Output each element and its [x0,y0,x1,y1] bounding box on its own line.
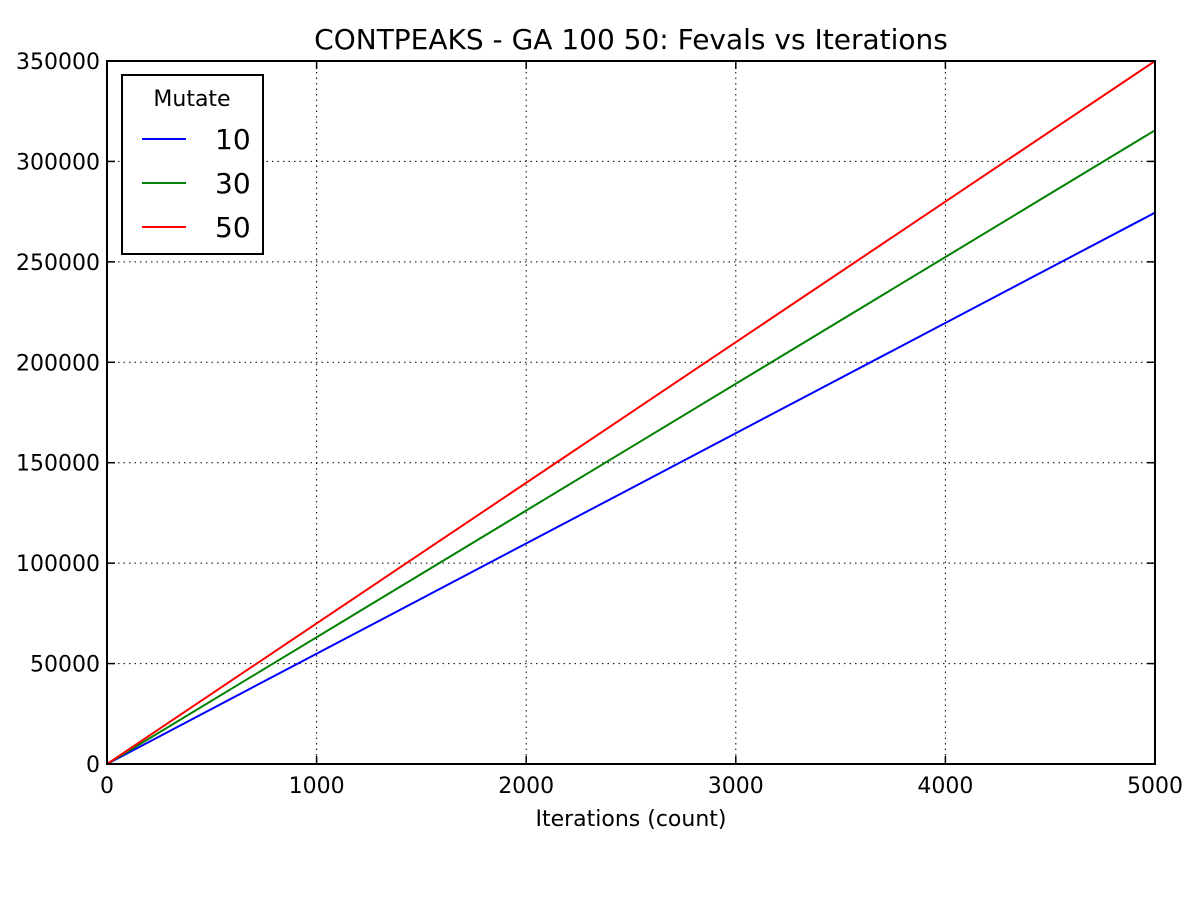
y-tick-label: 150000 [16,452,100,477]
y-tick-label: 200000 [16,351,100,376]
chart-title: CONTPEAKS - GA 100 50: Fevals vs Iterati… [314,23,948,56]
x-tick-label: 0 [100,774,114,799]
legend-items: 10 30 50 [142,123,251,244]
y-tick-label: 350000 [16,50,100,75]
series-lines [106,60,1156,765]
x-tick-label: 1000 [289,774,345,799]
x-tick-label: 4000 [917,774,973,799]
y-tick-label: 50000 [30,653,100,678]
legend-label-50: 50 [215,211,251,244]
series-line-10 [106,211,1156,765]
y-tick-label: 100000 [16,552,100,577]
legend-title: Mutate [153,87,230,112]
series-line-50 [106,60,1156,765]
x-tick-labels: 0 1000 2000 3000 4000 5000 [100,774,1183,799]
y-tick-labels: 0 50000 100000 150000 200000 250000 300000 3500… [16,50,100,778]
x-tick-label: 2000 [498,774,554,799]
legend-label-10: 10 [215,123,251,156]
plot-frame [106,60,1156,765]
y-tick-label: 300000 [16,150,100,175]
y-tick-label: 0 [86,753,100,778]
axis-ticks [106,60,1156,765]
series-line-30 [106,129,1156,765]
legend: Mutate 10 30 50 [121,74,264,255]
y-tick-label: 250000 [16,251,100,276]
x-tick-label: 3000 [708,774,764,799]
grid [107,61,1155,764]
legend-label-30: 30 [215,167,251,200]
x-tick-label: 5000 [1127,774,1183,799]
legend-box [121,74,264,255]
x-axis-label: Iterations (count) [535,807,726,832]
